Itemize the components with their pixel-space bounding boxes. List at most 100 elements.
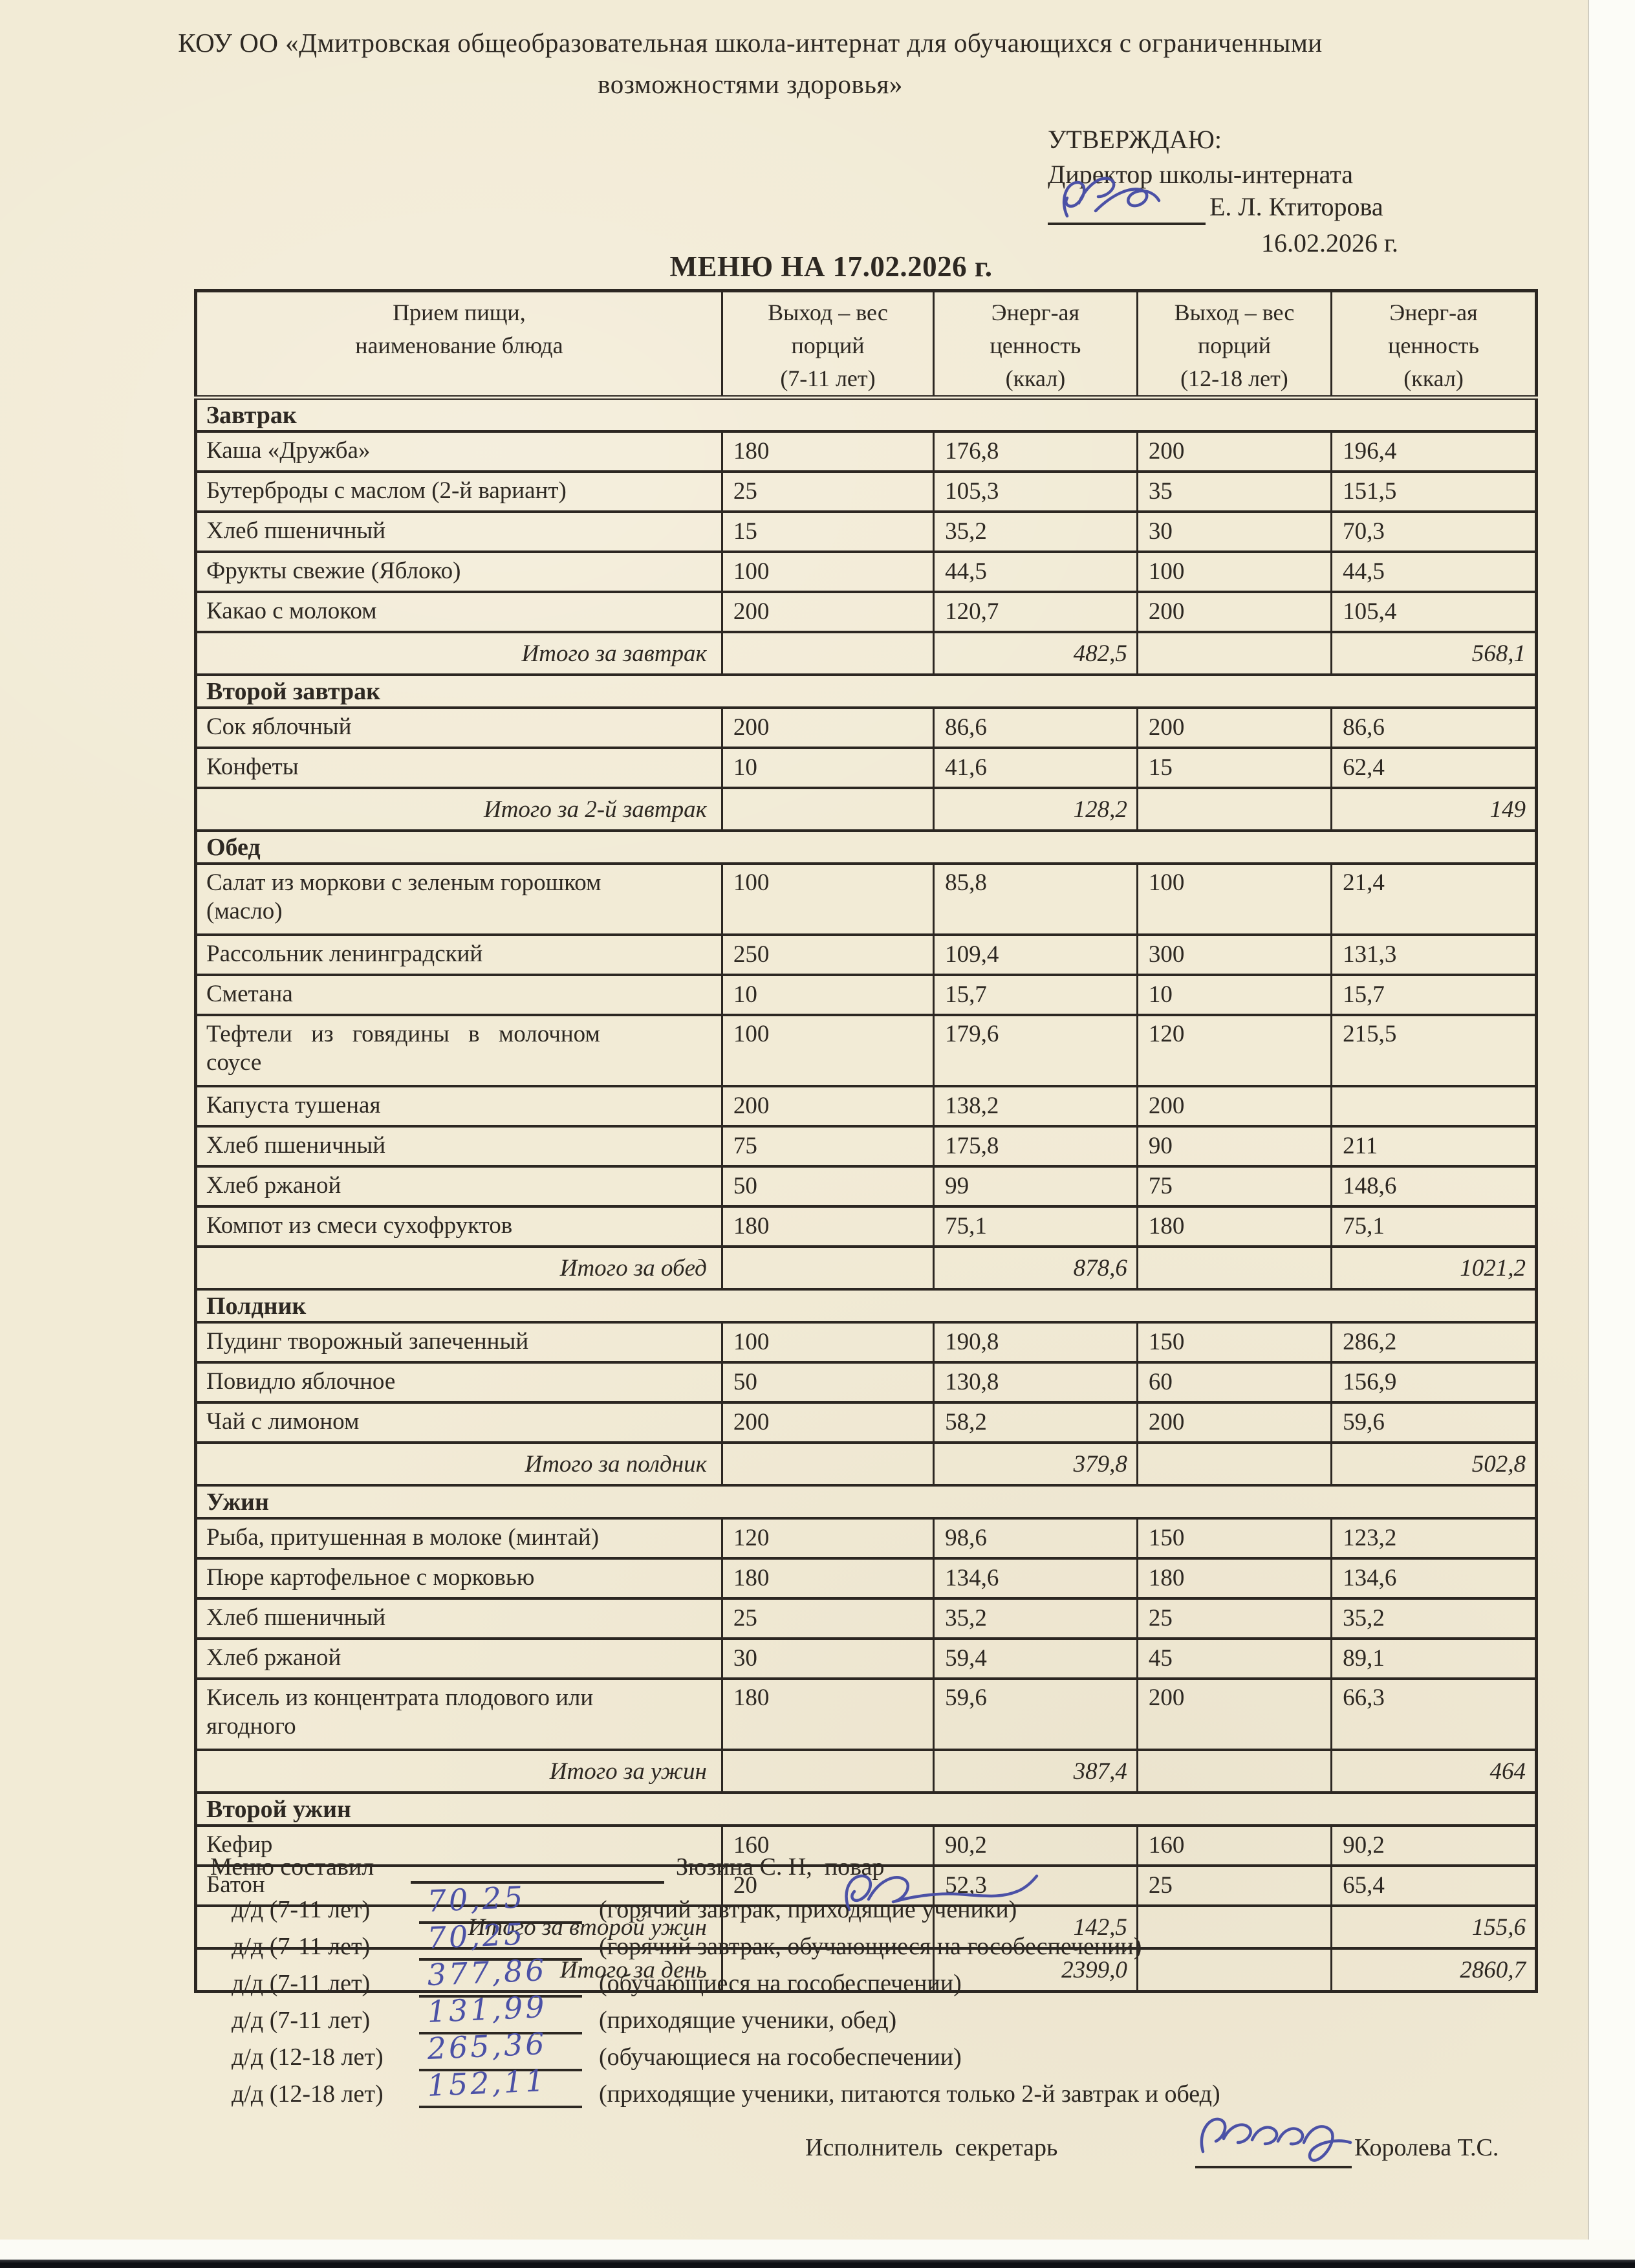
weight-12-18-cell: 100 <box>1136 862 1333 936</box>
weight-12-18-cell: 30 <box>1136 510 1333 553</box>
dd-label: д/д (12-18 лет) <box>232 2044 384 2071</box>
total-row: Итого за 2-й завтрак 128,2 149 <box>195 787 1537 832</box>
dish-name-cell: Рыба, притушенная в молоке (минтай) <box>195 1517 723 1560</box>
column-header-1: Выход – вес порций (7-11 лет) <box>720 290 935 400</box>
table-row: Рыба, притушенная в молоке (минтай) 120 98… <box>195 1517 1537 1560</box>
dish-name-cell: Сок яблочный <box>195 706 723 749</box>
total-energy-12-18: 155,6 <box>1330 1904 1537 1950</box>
section-title: Второй завтрак <box>195 673 1537 709</box>
dd-line-1: д/д (7-11 лет) 70,25 (горячий завтрак, обу… <box>232 1916 1142 1962</box>
table-row: Пюре картофельное с морковью 180 134,6 180 1… <box>195 1557 1537 1600</box>
weight-7-11-cell: 180 <box>720 1557 935 1600</box>
energy-7-11-cell: 90,2 <box>933 1824 1138 1867</box>
weight-7-11-cell: 160 <box>720 1824 935 1867</box>
total-label: Итого за завтрак <box>195 631 723 676</box>
approve-stamp: УТВЕРЖДАЮ: <box>1048 125 1222 154</box>
dd-line-2: д/д (7-11 лет) 377,86 (обучающиеся на госо… <box>232 1952 962 1999</box>
weight-12-18-cell: 300 <box>1136 933 1333 976</box>
dd-underline: 70,25 <box>419 1916 582 1961</box>
org-name-line1: КОУ ОО «Дмитровская общеобразовательная … <box>178 28 1323 58</box>
table-row: Кисель из концентрата плодового или ягод… <box>195 1677 1537 1751</box>
energy-12-18-cell: 35,2 <box>1330 1597 1537 1640</box>
weight-7-11-cell: 10 <box>720 747 935 789</box>
weight-7-11-cell: 200 <box>720 1401 935 1444</box>
scan-edge-bottom-black <box>0 2260 1635 2268</box>
column-header-3: Выход – вес порций (12-18 лет) <box>1136 290 1333 400</box>
dd-handwritten-value: 70,25 <box>426 1916 526 1956</box>
section-title: Полдник <box>195 1288 1537 1324</box>
weight-7-11-cell: 180 <box>720 1677 935 1751</box>
executor-label: Исполнитель секретарь <box>805 2134 1058 2161</box>
energy-12-18-cell: 90,2 <box>1330 1824 1537 1867</box>
energy-7-11-cell: 99 <box>933 1165 1138 1208</box>
dd-underline: 265,36 <box>419 2026 582 2071</box>
total-label: Итого за обед <box>195 1245 723 1291</box>
dd-handwritten-value: 377,86 <box>426 1952 548 1993</box>
dd-note: (приходящие ученики, обед) <box>599 2007 897 2034</box>
weight-12-18-cell: 180 <box>1136 1205 1333 1248</box>
director-signature <box>1063 177 1161 218</box>
energy-12-18-cell <box>1330 1085 1537 1128</box>
dd-line-4: д/д (12-18 лет) 265,36 (обучающиеся на гос… <box>232 2026 962 2073</box>
weight-7-11-cell: 75 <box>720 1125 935 1168</box>
energy-12-18-cell: 215,5 <box>1330 1014 1537 1087</box>
dd-line-5: д/д (12-18 лет) 152,11 (приходящие ученики… <box>232 2063 1220 2110</box>
weight-7-11-cell: 30 <box>720 1637 935 1680</box>
table-row: Хлеб пшеничный 75 175,8 90 211 <box>195 1125 1537 1168</box>
energy-12-18-cell: 89,1 <box>1330 1637 1537 1680</box>
weight-12-18-cell: 180 <box>1136 1557 1333 1600</box>
dish-name-cell: Какао с молоком <box>195 591 723 633</box>
total-label: Итого за день <box>195 1947 723 1993</box>
energy-7-11-cell: 15,7 <box>933 974 1138 1016</box>
energy-12-18-cell: 148,6 <box>1330 1165 1537 1208</box>
table-row: Хлеб ржаной 30 59,4 45 89,1 <box>195 1637 1537 1680</box>
energy-12-18-cell: 15,7 <box>1330 974 1537 1016</box>
weight-7-11-cell: 120 <box>720 1517 935 1560</box>
dish-name-cell: Салат из моркови с зеленым горошком (мас… <box>195 862 723 936</box>
energy-7-11-cell: 190,8 <box>933 1321 1138 1364</box>
weight-7-11-cell: 180 <box>720 1205 935 1248</box>
empty-cell <box>720 1749 935 1794</box>
dd-note: (горячий завтрак, обучающиеся на гособес… <box>599 1933 1142 1960</box>
total-energy-7-11: 142,5 <box>933 1904 1138 1950</box>
weight-7-11-cell: 100 <box>720 862 935 936</box>
dish-name-cell: Кефир <box>195 1824 723 1867</box>
total-energy-12-18: 502,8 <box>1330 1441 1537 1487</box>
dd-line-0: д/д (7-11 лет) 70,25 (горячий завтрак, при… <box>232 1879 1017 1925</box>
weight-7-11-cell: 180 <box>720 430 935 473</box>
dish-name-cell: Пюре картофельное с морковью <box>195 1557 723 1600</box>
dish-name-cell: Тефтели из говядины в молочном соусе <box>195 1014 723 1087</box>
page-title: МЕНЮ НА 17.02.2026 г. <box>669 250 993 283</box>
dish-name-cell: Хлеб ржаной <box>195 1637 723 1680</box>
energy-12-18-cell: 75,1 <box>1330 1205 1537 1248</box>
energy-7-11-cell: 41,6 <box>933 747 1138 789</box>
table-row: Конфеты 10 41,6 15 62,4 <box>195 747 1537 789</box>
empty-cell <box>1136 1947 1333 1993</box>
table-row: Рассольник ленинградский 250 109,4 300 131,3 <box>195 933 1537 976</box>
total-row: Итого за второй ужин 142,5 155,6 <box>195 1904 1537 1950</box>
energy-7-11-cell: 134,6 <box>933 1557 1138 1600</box>
energy-7-11-cell: 105,3 <box>933 470 1138 513</box>
dd-note: (обучающиеся на гособеспечении) <box>599 1970 962 1997</box>
weight-7-11-cell: 200 <box>720 706 935 749</box>
weight-12-18-cell: 200 <box>1136 430 1333 473</box>
menu-table-head: Прием пищи, наименование блюда Выход – ве… <box>195 290 1537 400</box>
column-header-4: Энерг-ая ценность (ккал) <box>1330 290 1537 400</box>
dish-name-cell: Сметана <box>195 974 723 1016</box>
secretary-name: Королева Т.С. <box>1354 2134 1499 2161</box>
weight-12-18-cell: 60 <box>1136 1361 1333 1404</box>
empty-cell <box>1136 1245 1333 1291</box>
table-row: Хлеб пшеничный 15 35,2 30 70,3 <box>195 510 1537 553</box>
column-header-2: Энерг-ая ценность (ккал) <box>933 290 1138 400</box>
energy-12-18-cell: 70,3 <box>1330 510 1537 553</box>
weight-12-18-cell: 200 <box>1136 591 1333 633</box>
energy-7-11-cell: 52,3 <box>933 1864 1138 1907</box>
weight-12-18-cell: 10 <box>1136 974 1333 1016</box>
energy-12-18-cell: 196,4 <box>1330 430 1537 473</box>
weight-12-18-cell: 35 <box>1136 470 1333 513</box>
empty-cell <box>720 631 935 676</box>
dd-handwritten-value: 265,36 <box>426 2025 548 2067</box>
dish-name-cell: Бутерброды с маслом (2-й вариант) <box>195 470 723 513</box>
energy-7-11-cell: 85,8 <box>933 862 1138 936</box>
